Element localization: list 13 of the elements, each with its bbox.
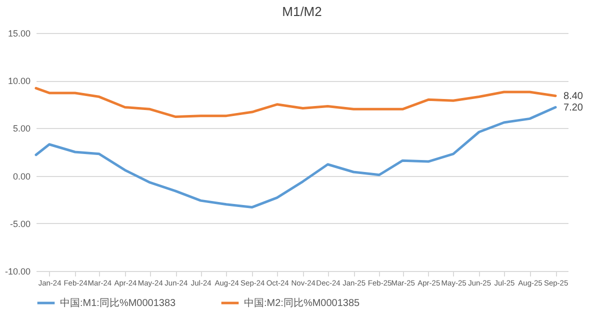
chart-title: M1/M2 <box>282 4 322 19</box>
legend-label: 中国:M1:同比%M0001383 <box>60 297 176 309</box>
y-tick-label: -10.00 <box>4 266 30 276</box>
y-tick-label: 0.00 <box>12 171 30 182</box>
data-label: 7.20 <box>564 102 584 114</box>
data-label: 8.40 <box>564 90 584 102</box>
y-tick-label: 15.00 <box>8 28 30 38</box>
line-series <box>34 106 557 208</box>
y-tick-label: 5.00 <box>12 124 30 134</box>
y-tick-label: 10.00 <box>8 76 30 86</box>
legend-label: 中国:M2:同比%M0001385 <box>244 297 360 309</box>
y-tick-label: -5.00 <box>10 218 30 229</box>
line-series <box>34 86 557 118</box>
